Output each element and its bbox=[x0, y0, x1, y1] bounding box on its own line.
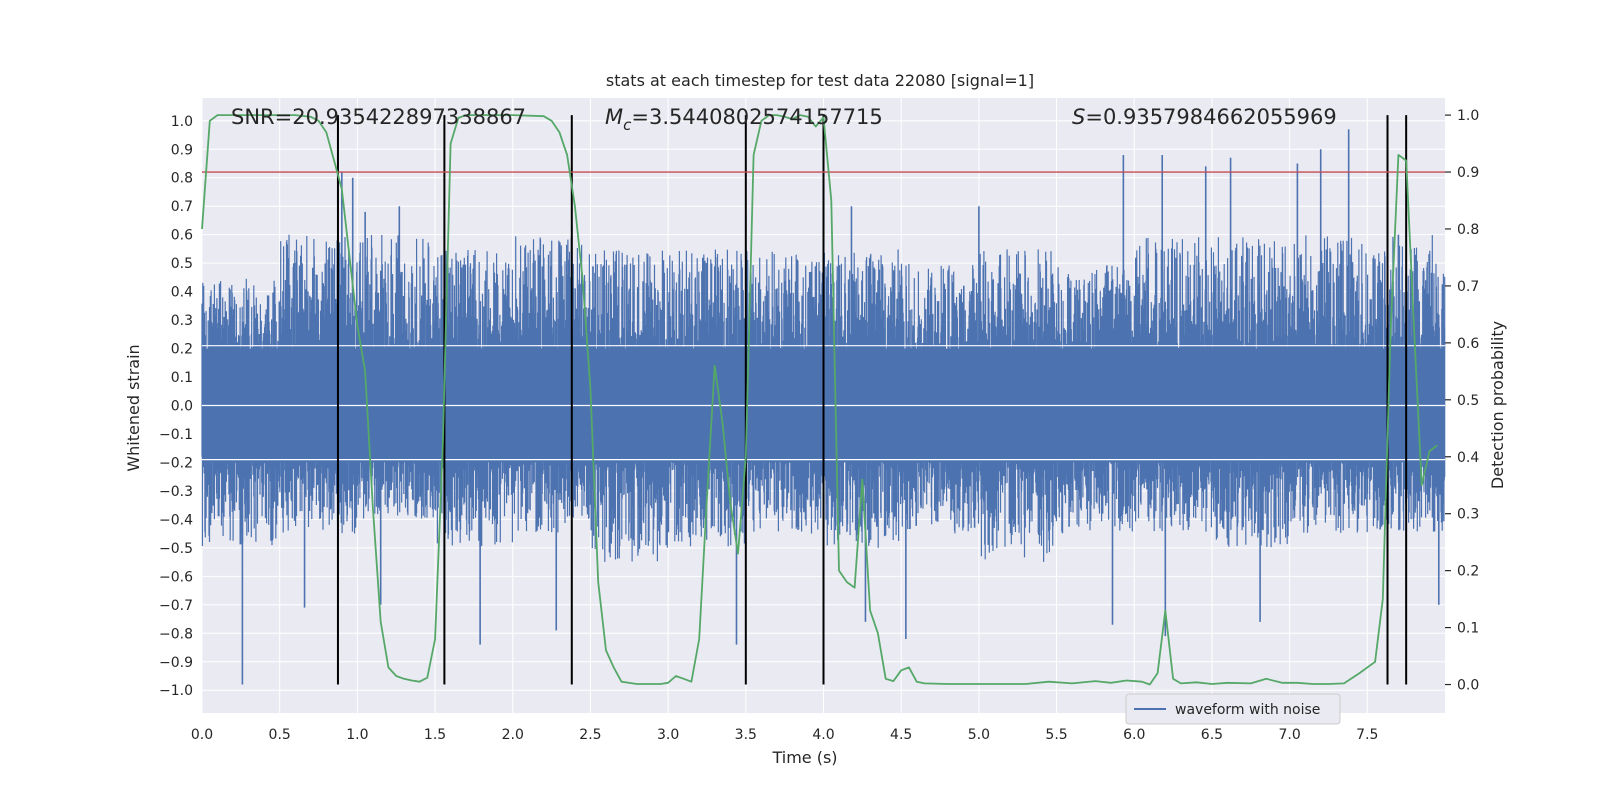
y-left-tick-label: −0.9 bbox=[159, 655, 193, 671]
y-right-tick-label: 0.0 bbox=[1457, 678, 1479, 694]
legend-box bbox=[1125, 693, 1341, 725]
y-left-tick-label: −0.3 bbox=[159, 484, 193, 500]
y-left-tick-label: −0.1 bbox=[159, 427, 193, 443]
probability-line bbox=[201, 114, 1438, 686]
statistic-symbol: S bbox=[1072, 105, 1085, 129]
legend: waveform with noise bbox=[1125, 693, 1341, 725]
y-right-tick-label: 0.4 bbox=[1457, 450, 1479, 466]
y-left-tick-label: 0.3 bbox=[171, 313, 193, 329]
x-tick-label: 1.0 bbox=[346, 727, 368, 743]
chirp-mass-symbol: M bbox=[605, 105, 623, 129]
y-axis-label-left: Whitened strain bbox=[124, 344, 143, 471]
legend-label: waveform with noise bbox=[1175, 702, 1320, 718]
y-right-tick-label: 0.8 bbox=[1457, 222, 1479, 238]
x-tick-label: 6.5 bbox=[1201, 727, 1223, 743]
y-axis-label-right: Detection probability bbox=[1488, 321, 1507, 489]
left-axis-ticks: −1.0 −0.9 −0.8 −0.7 −0.6 −0.5 −0.4 −0.3 −0.2 −0.1… bbox=[159, 114, 193, 699]
y-left-tick-label: −1.0 bbox=[159, 683, 193, 699]
x-tick-label: 3.0 bbox=[657, 727, 679, 743]
x-tick-label: 2.0 bbox=[502, 727, 524, 743]
x-tick-label: 4.0 bbox=[812, 727, 834, 743]
y-left-tick-label: −0.8 bbox=[159, 626, 193, 642]
x-tick-label: 3.5 bbox=[735, 727, 757, 743]
chirp-mass-subscript: c bbox=[623, 116, 632, 134]
x-tick-label: 0.0 bbox=[191, 727, 213, 743]
y-right-tick-label: 1.0 bbox=[1457, 108, 1479, 124]
x-tick-label: 7.5 bbox=[1356, 727, 1378, 743]
y-left-tick-label: 0.9 bbox=[171, 142, 193, 158]
x-tick-label: 2.5 bbox=[579, 727, 601, 743]
x-tick-label: 6.0 bbox=[1123, 727, 1145, 743]
y-left-tick-label: 0.5 bbox=[171, 256, 193, 272]
x-tick-label: 0.5 bbox=[269, 727, 291, 743]
y-left-tick-label: 0.4 bbox=[171, 285, 193, 301]
y-right-tick-label: 0.3 bbox=[1457, 507, 1479, 523]
y-left-tick-label: 0.8 bbox=[171, 171, 193, 187]
y-left-tick-label: 1.0 bbox=[171, 114, 193, 130]
y-left-tick-label: −0.6 bbox=[159, 569, 193, 585]
x-tick-label: 5.5 bbox=[1045, 727, 1067, 743]
x-tick-label: 4.5 bbox=[890, 727, 912, 743]
right-axis-ticks: 0.0 0.1 0.2 0.3 0.4 0.5 0.6 0.7 0.8 0.9 1.0 bbox=[1445, 108, 1479, 694]
chart-title: stats at each timestep for test data 220… bbox=[606, 71, 1034, 90]
x-tick-label: 5.0 bbox=[968, 727, 990, 743]
y-right-tick-label: 0.1 bbox=[1457, 621, 1479, 637]
y-right-tick-label: 0.9 bbox=[1457, 165, 1479, 181]
y-left-tick-label: −0.4 bbox=[159, 512, 193, 528]
x-tick-label: 1.5 bbox=[424, 727, 446, 743]
x-axis-label: Time (s) bbox=[771, 748, 837, 767]
y-left-tick-label: 0.2 bbox=[171, 342, 193, 358]
y-left-tick-label: −0.2 bbox=[159, 455, 193, 471]
x-tick-label: 7.0 bbox=[1278, 727, 1300, 743]
y-left-tick-label: −0.5 bbox=[159, 541, 193, 557]
probability-series bbox=[201, 114, 1438, 686]
y-left-tick-label: 0.1 bbox=[171, 370, 193, 386]
y-left-tick-label: 0.0 bbox=[171, 399, 193, 415]
chirp-mass-annotation: Mc=3.5440802574157715 bbox=[605, 105, 883, 134]
y-right-tick-label: 0.6 bbox=[1457, 336, 1479, 352]
vertical-markers bbox=[336, 115, 1408, 685]
y-right-tick-label: 0.2 bbox=[1457, 564, 1479, 580]
x-axis-ticks: 0.0 0.5 1.0 1.5 2.0 2.5 3.0 3.5 4.0 4.5 5.0 5.5 6.0 6… bbox=[191, 727, 1379, 743]
y-left-tick-label: −0.7 bbox=[159, 598, 193, 614]
y-left-tick-label: 0.6 bbox=[171, 228, 193, 244]
y-left-tick-label: 0.7 bbox=[171, 199, 193, 215]
y-right-tick-label: 0.5 bbox=[1457, 393, 1479, 409]
statistic-annotation: S=0.9357984662055969 bbox=[1072, 105, 1337, 129]
snr-annotation: SNR=20.935422897338867 bbox=[231, 105, 526, 129]
y-right-tick-label: 0.7 bbox=[1457, 279, 1479, 295]
statistic-value: =0.9357984662055969 bbox=[1085, 105, 1336, 129]
chirp-mass-value: =3.5440802574157715 bbox=[631, 105, 882, 129]
